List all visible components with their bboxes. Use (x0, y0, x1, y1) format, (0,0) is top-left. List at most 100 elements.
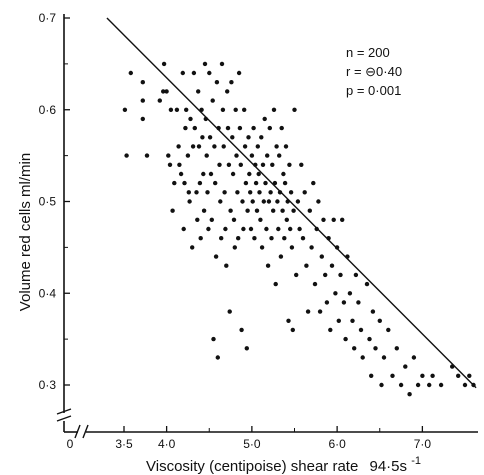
data-point (283, 144, 289, 149)
x-tick-label: 3·5 (115, 437, 133, 451)
data-point (242, 107, 247, 113)
x-tick-label: 5·0 (243, 437, 261, 451)
data-point (172, 180, 177, 186)
data-point (333, 291, 338, 296)
data-point (190, 144, 196, 149)
data-point (282, 236, 287, 241)
data-point (352, 346, 357, 351)
data-point (218, 199, 223, 204)
data-point (192, 125, 197, 131)
data-point (312, 281, 318, 287)
data-point (302, 190, 307, 195)
data-point (222, 190, 227, 195)
data-point (239, 327, 244, 333)
data-point (161, 61, 167, 67)
data-point (377, 318, 382, 323)
data-point (212, 144, 217, 149)
data-point (328, 327, 333, 333)
data-point (207, 70, 212, 76)
data-point (290, 327, 295, 333)
data-point (200, 135, 205, 140)
data-point (267, 125, 272, 131)
data-point (198, 236, 203, 241)
data-point (420, 373, 425, 378)
data-point (202, 61, 208, 67)
data-point (316, 199, 321, 204)
data-point (207, 135, 213, 140)
data-point (196, 144, 202, 149)
data-point (336, 318, 341, 323)
data-point (254, 208, 260, 213)
data-point (271, 208, 276, 213)
data-point (161, 89, 166, 94)
data-point (231, 217, 237, 222)
data-point (208, 171, 214, 177)
data-point (224, 263, 229, 268)
data-point (274, 144, 279, 149)
data-point (259, 245, 265, 250)
data-point (211, 336, 216, 342)
data-point (403, 364, 408, 369)
data-point (288, 226, 293, 232)
data-point (275, 199, 280, 204)
data-point (300, 236, 306, 241)
data-point (334, 245, 340, 250)
data-point (311, 180, 316, 186)
data-point (289, 245, 295, 250)
data-point (430, 373, 435, 378)
annotation-p: p = 0·001 (346, 83, 401, 98)
data-point (276, 226, 281, 232)
data-point (411, 355, 417, 360)
data-point (201, 171, 206, 177)
data-point (269, 236, 274, 241)
data-point (370, 309, 376, 314)
data-point (243, 180, 249, 186)
data-point (373, 346, 378, 351)
data-point (304, 263, 309, 268)
data-point (251, 125, 256, 131)
data-point (253, 180, 259, 186)
data-point (217, 162, 222, 167)
data-point (309, 245, 314, 250)
data-point (246, 135, 251, 140)
data-point (225, 125, 231, 131)
x-tick-label: 6·0 (328, 437, 346, 451)
data-point (128, 70, 133, 76)
data-point (221, 144, 226, 149)
data-point (166, 153, 171, 158)
y-tick-label: 0·5 (39, 195, 57, 209)
data-point (307, 208, 312, 213)
data-point (220, 107, 226, 113)
data-point (186, 190, 191, 195)
data-point (240, 199, 245, 204)
data-point (248, 226, 254, 232)
data-point (164, 89, 169, 94)
data-point (390, 373, 395, 378)
data-point (181, 226, 186, 232)
data-point (176, 144, 181, 149)
data-points (122, 61, 476, 397)
data-point (261, 199, 266, 204)
data-point (281, 171, 286, 177)
data-point (219, 236, 224, 241)
data-point (140, 98, 145, 103)
data-point (456, 373, 461, 378)
data-point (278, 254, 284, 259)
data-point (187, 199, 192, 204)
x-tick-label: 4·0 (158, 437, 176, 451)
data-point (201, 208, 207, 213)
data-point (291, 208, 296, 213)
data-point (204, 153, 209, 158)
data-point (260, 162, 266, 167)
data-point (270, 162, 275, 167)
axes (56, 14, 478, 439)
data-point (364, 281, 370, 287)
data-point (188, 116, 193, 122)
data-point (398, 382, 404, 388)
data-point (190, 245, 195, 250)
data-point (215, 355, 220, 360)
y-tick-label: 0·3 (39, 378, 57, 392)
data-point (367, 336, 372, 342)
data-point (225, 89, 230, 94)
